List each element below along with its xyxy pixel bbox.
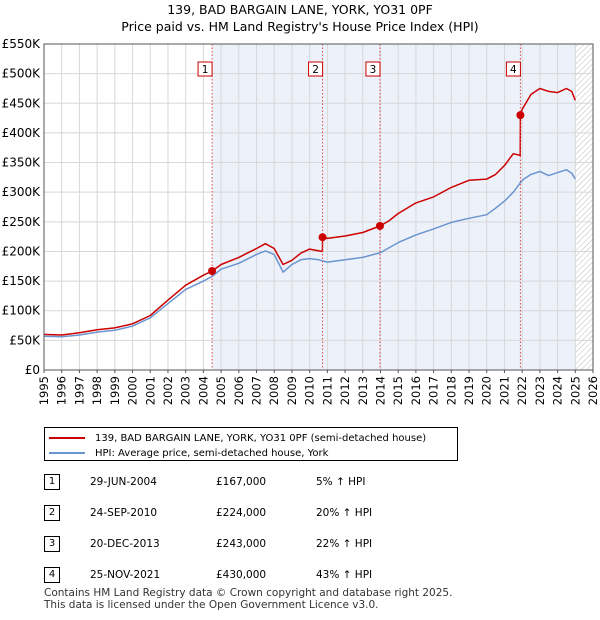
sale-marker: 4 xyxy=(44,567,60,583)
x-tick-label: 1997 xyxy=(72,376,86,405)
x-tick-label: 2006 xyxy=(232,376,246,405)
x-tick-label: 2025 xyxy=(568,376,582,405)
x-tick-label: 2023 xyxy=(533,376,547,405)
x-tick-label: 1996 xyxy=(55,376,69,405)
sale-hpi-diff: 22% ↑ HPI xyxy=(316,538,373,550)
sale-point xyxy=(208,267,217,276)
sale-marker-box xyxy=(505,61,521,77)
x-tick-label: 2002 xyxy=(161,376,175,405)
y-tick-label: £300K xyxy=(2,185,42,199)
title: 139, BAD BARGAIN LANE, YORK, YO31 0PF xyxy=(167,2,433,17)
y-tick-label: £0 xyxy=(25,363,40,377)
x-tick-label: 2013 xyxy=(356,376,370,405)
footer: Contains HM Land Registry data © Crown c… xyxy=(44,587,564,611)
y-tick-label: £500K xyxy=(2,67,42,81)
x-tick-label: 2012 xyxy=(338,376,352,405)
legend-label-property: 139, BAD BARGAIN LANE, YORK, YO31 0PF (s… xyxy=(95,432,427,444)
sale-point xyxy=(318,233,327,242)
x-tick-label: 2014 xyxy=(373,376,387,405)
y-tick-label: £250K xyxy=(2,215,42,229)
chart-title: 139, BAD BARGAIN LANE, YORK, YO31 0PF Pr… xyxy=(0,1,600,35)
y-tick-label: £450K xyxy=(2,96,42,110)
y-tick-label: £100K xyxy=(2,304,42,318)
x-tick-label: 2007 xyxy=(250,376,264,405)
legend-item-hpi: HPI: Average price, semi-detached house,… xyxy=(49,446,328,460)
ownership-band xyxy=(212,44,323,370)
price-chart: £0 £50K £100K £150K £200K £250K £300K £350K £400… xyxy=(2,37,600,405)
y-tick-label: £200K xyxy=(2,244,42,258)
x-tick-label: 2019 xyxy=(462,376,476,405)
hpi-line xyxy=(43,168,576,338)
sale-hpi-diff: 20% ↑ HPI xyxy=(316,507,373,519)
x-tick-label: 2016 xyxy=(409,376,423,405)
sale-marker-label: 4 xyxy=(510,64,517,76)
legend: 139, BAD BARGAIN LANE, YORK, YO31 0PF (s… xyxy=(44,427,458,461)
x-tick-label: 2021 xyxy=(497,376,511,405)
sale-point xyxy=(375,221,384,230)
x-tick-label: 1999 xyxy=(108,376,122,405)
sale-price: £430,000 xyxy=(216,569,267,581)
sale-price: £224,000 xyxy=(216,507,267,519)
x-tick-label: 2018 xyxy=(444,376,458,405)
x-tick-label: 1995 xyxy=(37,376,51,405)
y-tick-label: £150K xyxy=(2,274,42,288)
x-tick-label: 2020 xyxy=(480,376,494,405)
y-tick-label: £50K xyxy=(9,333,41,347)
x-tick-label: 2000 xyxy=(126,376,140,405)
x-tick-label: 2008 xyxy=(267,376,281,405)
ownership-band xyxy=(322,44,380,370)
sale-price: £243,000 xyxy=(216,538,267,550)
sale-point xyxy=(516,111,525,120)
x-tick-label: 2005 xyxy=(214,376,228,405)
x-tick-label: 2010 xyxy=(303,376,317,405)
legend-item-property: 139, BAD BARGAIN LANE, YORK, YO31 0PF (s… xyxy=(49,431,426,445)
sale-marker-label: 2 xyxy=(312,64,319,76)
y-tick-label: £400K xyxy=(2,126,42,140)
sale-marker-label: 1 xyxy=(202,64,209,76)
sale-row: 2 24-SEP-2010 £224,000 20% ↑ HPI xyxy=(44,505,404,523)
sale-price: £167,000 xyxy=(216,476,267,488)
sale-row: 1 29-JUN-2004 £167,000 5% ↑ HPI xyxy=(44,474,404,492)
sale-marker-box xyxy=(308,61,324,77)
sale-marker: 2 xyxy=(44,505,60,521)
sale-date: 25-NOV-2021 xyxy=(90,569,161,581)
y-tick-label: £350K xyxy=(2,156,42,170)
sale-marker: 3 xyxy=(44,536,60,552)
forecast-hatch xyxy=(575,44,593,370)
x-tick-label: 2011 xyxy=(320,376,334,405)
x-tick-label: 2003 xyxy=(179,376,193,405)
sale-marker: 1 xyxy=(44,474,60,490)
x-tick-label: 2024 xyxy=(551,376,565,405)
sale-hpi-diff: 5% ↑ HPI xyxy=(316,476,366,488)
x-tick-label: 2022 xyxy=(515,376,529,405)
x-tick-label: 2026 xyxy=(586,376,600,405)
x-tick-label: 2009 xyxy=(285,376,299,405)
sale-date: 20-DEC-2013 xyxy=(90,538,160,550)
subtitle: Price paid vs. HM Land Registry's House … xyxy=(121,19,479,34)
x-tick-label: 2017 xyxy=(427,376,441,405)
x-tick-label: 1998 xyxy=(90,376,104,405)
sale-row: 4 25-NOV-2021 £430,000 43% ↑ HPI xyxy=(44,567,404,585)
sale-marker-label: 3 xyxy=(370,64,377,76)
sale-hpi-diff: 43% ↑ HPI xyxy=(316,569,373,581)
footer-licence: This data is licensed under the Open Gov… xyxy=(44,599,379,611)
plot-border xyxy=(43,43,594,371)
x-tick-label: 2004 xyxy=(196,376,210,405)
sale-date: 24-SEP-2010 xyxy=(90,507,158,519)
hpi-line-swatch xyxy=(49,452,85,454)
x-tick-label: 2001 xyxy=(143,376,157,405)
sale-marker-box xyxy=(365,61,381,77)
sale-date: 29-JUN-2004 xyxy=(90,476,157,488)
sale-row: 3 20-DEC-2013 £243,000 22% ↑ HPI xyxy=(44,536,404,554)
legend-label-hpi: HPI: Average price, semi-detached house,… xyxy=(95,447,329,459)
property-line-swatch xyxy=(49,437,85,439)
x-tick-label: 2015 xyxy=(391,376,405,405)
y-tick-label: £550K xyxy=(2,37,42,51)
footer-copyright: Contains HM Land Registry data © Crown c… xyxy=(44,587,453,599)
ownership-band xyxy=(379,44,521,370)
sale-marker-box xyxy=(197,61,213,77)
ownership-band xyxy=(520,44,576,370)
